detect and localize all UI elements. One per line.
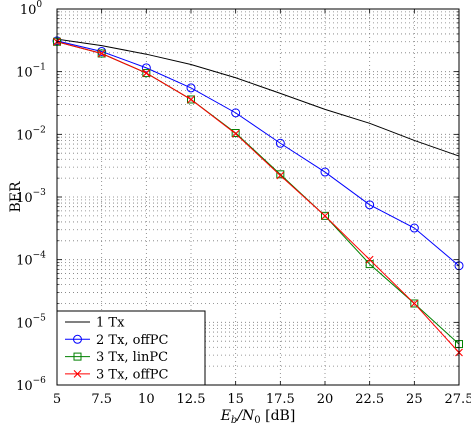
- legend-label: 1 Tx: [96, 316, 125, 331]
- legend-label: 2 Tx, offPC: [96, 333, 168, 348]
- data-point: [141, 63, 151, 73]
- legend-marker: [73, 370, 82, 378]
- legend-marker: [73, 352, 82, 361]
- legend-label: 3 Tx, linPC: [96, 350, 168, 365]
- data-point: [276, 171, 285, 180]
- x-tick-label: 7.5: [91, 392, 112, 407]
- y-tick-label: 10−6: [16, 376, 46, 394]
- x-tick-label: 17.5: [266, 392, 295, 407]
- y-tick-label: 10−5: [16, 313, 46, 331]
- ticks: [56, 8, 460, 386]
- y-tick-label: 100: [20, 0, 43, 18]
- data-point: [186, 83, 196, 93]
- x-tick-labels: 5 7.5 10 12.5 15 17.5 20 22.5 25 27.5: [53, 392, 471, 407]
- series-0: [56, 38, 460, 157]
- series-line: [56, 41, 460, 353]
- x-tick-label: 25: [406, 392, 423, 407]
- x-axis-label: Eb/N0 [dB]: [220, 408, 296, 426]
- y-tick-label: 10−2: [16, 125, 46, 143]
- data-point: [365, 260, 374, 269]
- data-point: [187, 95, 195, 104]
- data-point: [231, 129, 240, 138]
- y-tick-label: 10−3: [16, 188, 46, 206]
- y-tick-label: 10−1: [16, 63, 46, 81]
- x-tick-label: 10: [138, 392, 155, 407]
- x-tick-label: 15: [227, 392, 244, 407]
- y-tick-labels: 10−6 10−5 10−4 10−3 10−2 10−1 100: [16, 0, 46, 394]
- x-tick-label: 20: [317, 392, 334, 407]
- legend: 1 Tx 2 Tx, offPC 3 Tx, linPC 3 Tx, offPC: [56, 310, 206, 386]
- data-point: [187, 95, 195, 104]
- data-point: [142, 69, 151, 78]
- data-point: [321, 211, 329, 220]
- series-layer: [52, 36, 464, 357]
- x-tick-label: 5: [53, 392, 61, 407]
- y-tick-label: 10−4: [16, 251, 46, 269]
- x-tick-label: 27.5: [445, 392, 471, 407]
- data-point: [320, 167, 330, 177]
- legend-label: 3 Tx, offPC: [96, 367, 168, 382]
- data-point: [410, 299, 419, 308]
- data-point: [231, 108, 241, 118]
- data-point: [142, 69, 151, 77]
- data-point: [275, 138, 285, 148]
- data-point: [409, 223, 419, 233]
- x-tick-label: 12.5: [177, 392, 206, 407]
- series-line: [56, 40, 460, 267]
- data-point: [365, 255, 374, 264]
- data-point: [97, 49, 106, 58]
- data-point: [365, 200, 375, 210]
- legend-marker: [73, 334, 82, 344]
- series-line: [56, 38, 460, 157]
- data-point: [97, 49, 106, 58]
- legend-box: [56, 310, 206, 386]
- data-point: [410, 299, 419, 308]
- grid: [57, 9, 459, 385]
- data-point: [321, 211, 329, 220]
- y-axis-label: BER: [8, 181, 24, 213]
- x-tick-label: 22.5: [355, 392, 384, 407]
- data-point: [231, 129, 240, 138]
- data-point: [276, 170, 285, 179]
